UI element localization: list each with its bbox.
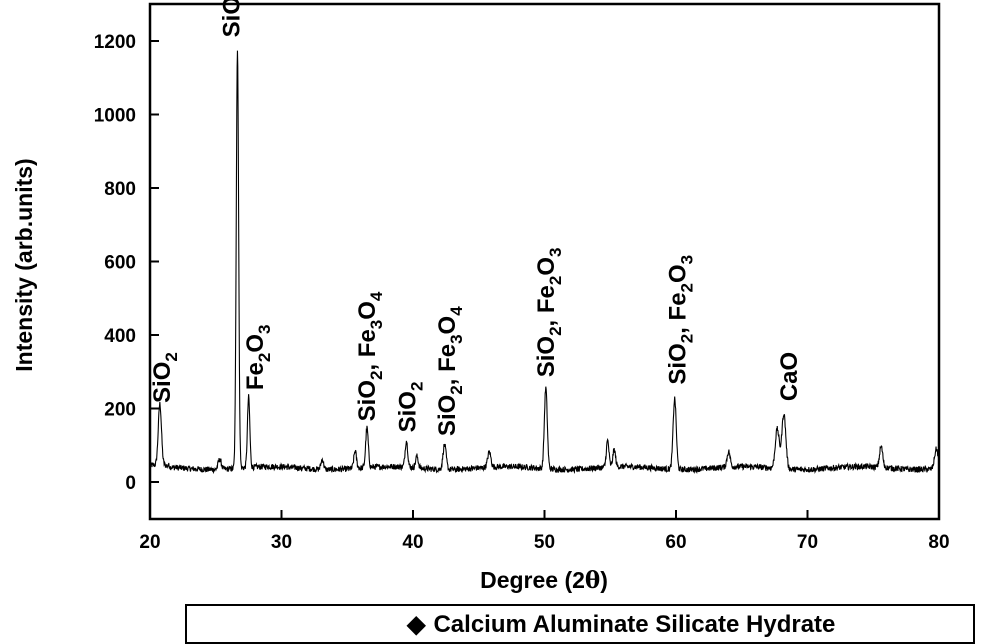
x-axis-label: Degree (2θ): [480, 567, 608, 594]
x-tick-label: 20: [139, 532, 160, 553]
peak-annotation: SiO2, Al2O3: [219, 0, 251, 37]
y-tick-label: 800: [104, 179, 136, 200]
y-tick-label: 1200: [94, 32, 136, 53]
x-tick-label: 30: [271, 532, 292, 553]
xrd-chart: 0 200 400 600 800 1000 1200 20 30 40 50 60 70 80 SiO…: [11, 0, 950, 594]
y-tick-label: 0: [125, 473, 136, 494]
peak-annotation: SiO2, Fe3O4: [434, 306, 466, 436]
x-tick-label: 80: [928, 532, 949, 553]
x-axis-ticks: 20 30 40 50 60 70 80: [139, 510, 950, 553]
y-tick-label: 400: [104, 326, 136, 347]
xrd-series-line: [149, 50, 939, 475]
peak-annotation: SiO2, Fe2O3: [664, 255, 696, 385]
x-tick-label: 40: [402, 532, 423, 553]
y-axis-label: Intensity (arb.units): [11, 158, 37, 371]
x-tick-label: 50: [534, 532, 555, 553]
peak-annotation: SiO2, Fe3O4: [354, 291, 386, 421]
x-tick-label: 70: [797, 532, 818, 553]
y-tick-label: 600: [104, 253, 136, 274]
peak-annotation: Fe2O3: [242, 325, 274, 391]
y-tick-label: 1000: [94, 106, 136, 127]
y-tick-label: 200: [104, 400, 136, 421]
peak-annotation: SiO2: [149, 352, 181, 403]
peak-annotation: SiO2: [395, 382, 427, 433]
peak-annotation: SiO2, Fe2O3: [533, 247, 565, 377]
x-axis-label-main: Degree (2: [480, 567, 585, 593]
x-axis-label-theta: θ: [585, 567, 600, 594]
legend: ◆ Calcium Aluminate Silicate Hydrate: [185, 604, 975, 644]
x-tick-label: 60: [665, 532, 686, 553]
y-axis-ticks: 0 200 400 600 800 1000 1200: [94, 32, 159, 494]
x-axis-label-close: ): [600, 567, 608, 593]
peak-annotation: CaO: [776, 352, 803, 401]
